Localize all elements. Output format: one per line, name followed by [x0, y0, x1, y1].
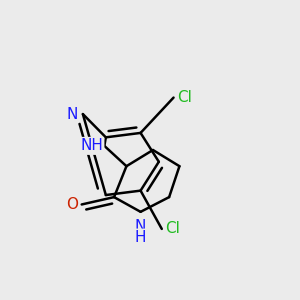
- Text: N: N: [135, 219, 146, 234]
- Text: N: N: [67, 106, 78, 122]
- Text: O: O: [66, 197, 78, 212]
- Text: Cl: Cl: [165, 221, 180, 236]
- Text: H: H: [135, 230, 146, 245]
- Text: NH: NH: [80, 138, 103, 153]
- Text: Cl: Cl: [177, 90, 192, 105]
